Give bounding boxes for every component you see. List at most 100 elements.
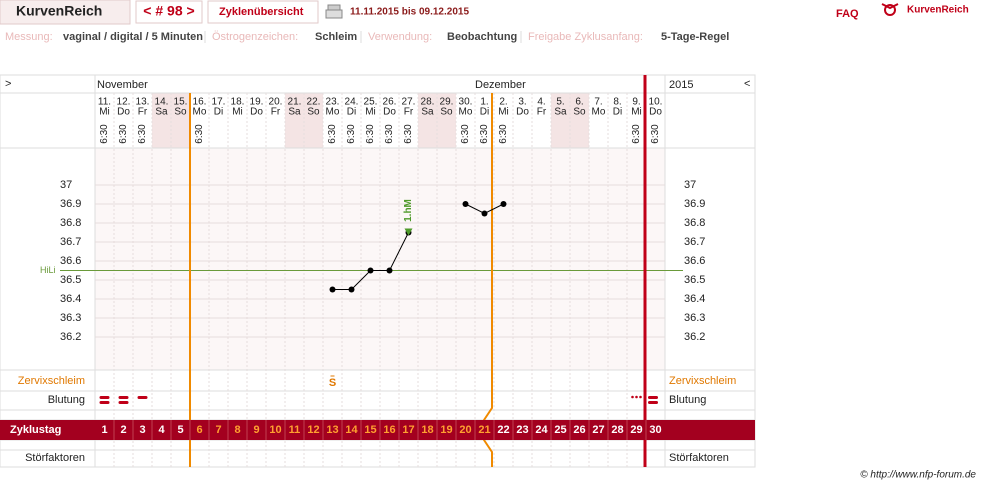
month: Dezember	[475, 79, 526, 91]
cycle-day: 25	[554, 424, 566, 436]
day-date: 22.	[307, 97, 321, 108]
overview-box	[207, 0, 319, 24]
day-weekday: Sa	[288, 107, 301, 118]
row-label: Blutung	[669, 394, 706, 406]
bleeding-mark	[648, 396, 658, 399]
footer: © http://www.nfp-forum.de	[860, 470, 976, 481]
day-date: 8.	[613, 97, 621, 108]
day-date: 4.	[537, 97, 545, 108]
row-label: Zervixschleim	[18, 375, 85, 387]
date-range: 11.11.2015 bis 09.12.2015	[350, 7, 469, 18]
temp-point	[348, 286, 355, 293]
temp-point	[386, 267, 393, 274]
y-tick-label: 36.6	[60, 255, 81, 267]
day-date: 24.	[345, 97, 359, 108]
bleeding-mark	[137, 396, 148, 399]
row-label: Störfaktoren	[25, 452, 85, 464]
day-weekday: Di	[214, 107, 223, 118]
cycle-day: 16	[383, 424, 395, 436]
temp-point	[500, 201, 507, 207]
faq-link[interactable]: FAQ	[836, 8, 859, 20]
day-weekday: Mo	[459, 107, 473, 118]
day-time: 6:30	[99, 124, 110, 144]
day-weekday: Mi	[631, 107, 642, 118]
cycle-day: 1	[101, 424, 107, 436]
cycle-day: 5	[177, 424, 183, 436]
day-weekday: Do	[516, 107, 529, 118]
y-tick-label: 36.2	[684, 331, 705, 343]
day-date: 12.	[117, 97, 131, 108]
y-tick-label: 36.9	[60, 198, 81, 210]
cycle-day: 23	[516, 424, 528, 436]
weekend-shade	[551, 93, 570, 148]
day-weekday: Sa	[155, 107, 168, 118]
day-weekday: Do	[383, 107, 396, 118]
row-label: Zervixschleim	[669, 375, 736, 387]
day-weekday: Di	[480, 107, 489, 118]
cycle-day: 29	[630, 424, 642, 436]
day-weekday: So	[573, 107, 586, 118]
cycle-day-bar	[0, 420, 755, 440]
day-weekday: Mi	[365, 107, 376, 118]
cycle-day: 27	[592, 424, 604, 436]
day-weekday: So	[174, 107, 187, 118]
day-date: 16.	[193, 97, 207, 108]
cycle-day: 19	[440, 424, 452, 436]
bleeding-mark	[118, 401, 129, 404]
setting-label: Freigabe Zyklusanfang:	[528, 31, 643, 43]
day-weekday: Do	[117, 107, 130, 118]
nav-prev[interactable]: >	[5, 78, 11, 90]
bleeding-mark	[99, 396, 110, 399]
day-date: 19.	[250, 97, 264, 108]
day-weekday: Mi	[99, 107, 110, 118]
day-weekday: Do	[250, 107, 263, 118]
day-date: 3.	[518, 97, 526, 108]
y-tick-label: 37	[60, 179, 72, 191]
cycle-day: 11	[289, 424, 301, 436]
logo-text: KurvenReich	[907, 5, 969, 16]
marker-label: 1.hM	[403, 199, 414, 222]
day-weekday: Mi	[498, 107, 509, 118]
temp-point	[462, 201, 469, 207]
cycle-day: 13	[326, 424, 338, 436]
cycle-day: 24	[535, 424, 548, 436]
day-weekday: Mo	[193, 107, 207, 118]
day-time: 6:30	[460, 124, 471, 144]
row-label: Störfaktoren	[669, 452, 729, 464]
printer-icon[interactable]	[325, 4, 343, 19]
chart: > November Dezember 2015 <11.Mi6:3012.Do6:30…	[0, 75, 755, 467]
y-tick-label: 36.4	[684, 293, 705, 305]
nav-box	[135, 0, 203, 24]
day-time: 6:30	[498, 124, 509, 144]
setting-label: Verwendung:	[368, 31, 432, 43]
hili-label: HiLi	[40, 265, 56, 275]
day-weekday: Fr	[138, 107, 148, 118]
y-tick-label: 36.5	[60, 274, 81, 286]
cycle-day: 9	[253, 424, 259, 436]
cycle-day: 12	[307, 424, 319, 436]
app-tab	[0, 0, 131, 25]
day-weekday: Mo	[326, 107, 340, 118]
year: 2015	[669, 79, 693, 91]
cycle-day: 2	[120, 424, 126, 436]
day-weekday: Fr	[537, 107, 547, 118]
temp-point	[481, 210, 488, 217]
day-date: 15.	[174, 97, 188, 108]
day-date: 7.	[594, 97, 602, 108]
cycle-day: 18	[421, 424, 433, 436]
bleeding-mark	[635, 395, 638, 399]
day-weekday: Di	[347, 107, 356, 118]
day-weekday: So	[307, 107, 320, 118]
y-tick-label: 36.4	[60, 293, 81, 305]
weekend-shade	[171, 93, 190, 148]
day-weekday: Fr	[271, 107, 281, 118]
month: November	[97, 79, 148, 91]
day-date: 5.	[556, 97, 564, 108]
cycle-nav[interactable]: < # 98 >	[143, 3, 194, 19]
bleeding-mark	[99, 401, 110, 404]
cycle-day: 7	[215, 424, 221, 436]
day-date: 25.	[364, 97, 378, 108]
day-weekday: So	[440, 107, 453, 118]
overview-link[interactable]: Zyklenübersicht	[219, 6, 304, 18]
day-weekday: Mi	[232, 107, 243, 118]
